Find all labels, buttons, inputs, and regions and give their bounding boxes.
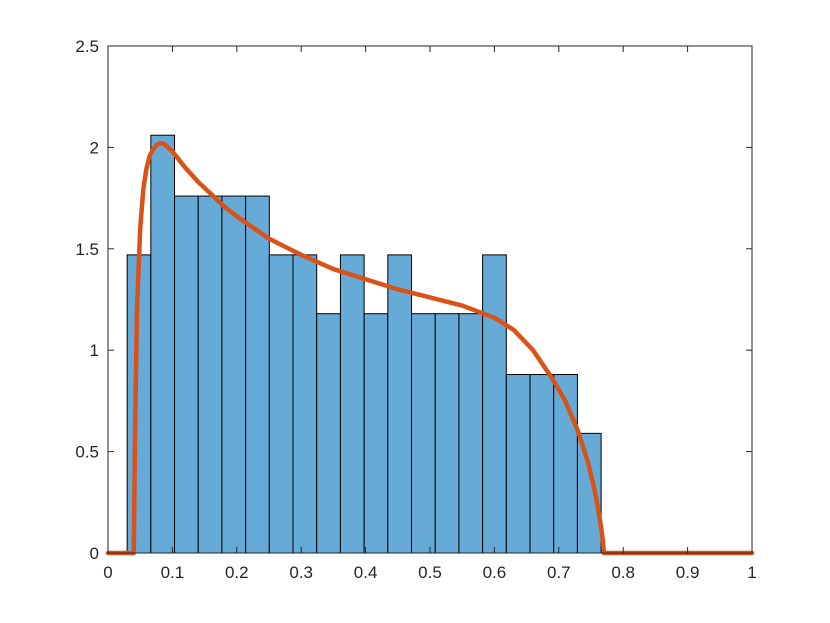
histogram-bar <box>197 195 223 554</box>
x-tick-label: 0.3 <box>289 563 313 582</box>
y-tick-label: 1.5 <box>75 240 99 259</box>
x-tick-label: 0.8 <box>611 563 635 582</box>
histogram-bar <box>221 195 247 554</box>
histogram-bar <box>316 313 341 554</box>
x-tick-label: 0.9 <box>676 563 700 582</box>
histogram-bar <box>292 254 318 554</box>
histogram-bar <box>245 195 270 554</box>
histogram-bar <box>363 313 389 554</box>
histogram-bar <box>458 313 484 554</box>
x-tick-label: 0.7 <box>547 563 571 582</box>
histogram-bar <box>505 374 531 554</box>
y-tick-label: 0.5 <box>75 443 99 462</box>
axis-ticks <box>107 45 753 554</box>
histogram-bar <box>482 254 507 554</box>
y-tick-label: 2.5 <box>75 37 99 56</box>
x-axis-tick-labels: 0 0.1 0.2 0.3 0.4 0.5 0.6 0.7 0.8 0.9 1 <box>103 563 756 582</box>
histogram-bar <box>150 134 176 554</box>
histogram-bar <box>268 254 294 554</box>
y-tick-label: 2 <box>90 138 99 157</box>
x-tick-label: 1 <box>747 563 756 582</box>
x-tick-label: 0.6 <box>483 563 507 582</box>
histogram-bar <box>387 254 413 554</box>
x-tick-label: 0.1 <box>161 563 185 582</box>
histogram-bar <box>339 254 365 554</box>
y-tick-label: 0 <box>90 544 99 563</box>
y-tick-label: 1 <box>90 341 99 360</box>
histogram-bars <box>126 134 602 554</box>
histogram-bar <box>411 313 436 554</box>
x-tick-label: 0.5 <box>418 563 442 582</box>
histogram-bar <box>529 374 555 554</box>
histogram-bar <box>576 432 602 554</box>
density-curve <box>105 141 755 556</box>
histogram-bar <box>174 195 199 554</box>
x-tick-label: 0.4 <box>354 563 378 582</box>
y-axis-tick-labels: 0 0.5 1 1.5 2 2.5 <box>75 37 99 563</box>
x-tick-label: 0.2 <box>225 563 249 582</box>
x-tick-label: 0 <box>103 563 112 582</box>
histogram-bar <box>434 313 460 554</box>
